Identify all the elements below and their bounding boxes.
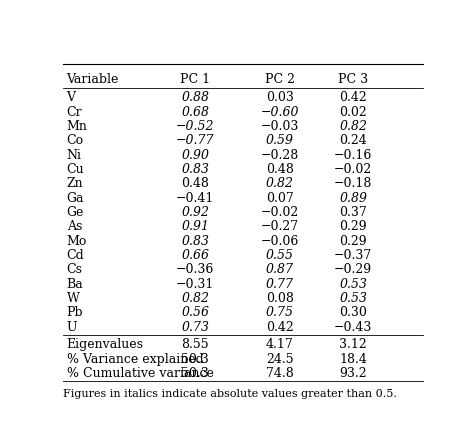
Text: −0.60: −0.60 (260, 106, 299, 118)
Text: −0.03: −0.03 (261, 120, 299, 133)
Text: 0.90: 0.90 (181, 148, 209, 162)
Text: PC 1: PC 1 (180, 73, 210, 86)
Text: 0.87: 0.87 (265, 263, 294, 276)
Text: 0.29: 0.29 (339, 235, 367, 247)
Text: W: W (66, 292, 80, 305)
Text: As: As (66, 220, 82, 233)
Text: 0.53: 0.53 (339, 292, 367, 305)
Text: 0.07: 0.07 (266, 192, 293, 205)
Text: 0.66: 0.66 (181, 249, 209, 262)
Text: PC 3: PC 3 (338, 73, 368, 86)
Text: −0.36: −0.36 (176, 263, 214, 276)
Text: −0.18: −0.18 (334, 177, 372, 190)
Text: Cs: Cs (66, 263, 82, 276)
Text: 0.08: 0.08 (266, 292, 293, 305)
Text: 0.48: 0.48 (181, 177, 209, 190)
Text: 0.37: 0.37 (339, 206, 367, 219)
Text: 0.92: 0.92 (181, 206, 209, 219)
Text: Ni: Ni (66, 148, 82, 162)
Text: −0.41: −0.41 (176, 192, 214, 205)
Text: 0.75: 0.75 (265, 306, 294, 319)
Text: −0.06: −0.06 (261, 235, 299, 247)
Text: 0.82: 0.82 (265, 177, 294, 190)
Text: 0.24: 0.24 (339, 134, 367, 147)
Text: −0.28: −0.28 (261, 148, 299, 162)
Text: Eigenvalues: Eigenvalues (66, 338, 144, 352)
Text: 0.73: 0.73 (181, 321, 209, 334)
Text: Figures in italics indicate absolute values greater than 0.5.: Figures in italics indicate absolute val… (63, 389, 397, 399)
Text: 0.83: 0.83 (181, 163, 209, 176)
Text: Ge: Ge (66, 206, 84, 219)
Text: 0.59: 0.59 (265, 134, 294, 147)
Text: −0.43: −0.43 (334, 321, 372, 334)
Text: 50.3: 50.3 (181, 353, 209, 366)
Text: 0.82: 0.82 (339, 120, 367, 133)
Text: −0.16: −0.16 (334, 148, 372, 162)
Text: Ba: Ba (66, 277, 83, 291)
Text: 0.53: 0.53 (339, 277, 367, 291)
Text: −0.02: −0.02 (334, 163, 372, 176)
Text: 0.83: 0.83 (181, 235, 209, 247)
Text: Ga: Ga (66, 192, 84, 205)
Text: 0.68: 0.68 (181, 106, 209, 118)
Text: 18.4: 18.4 (339, 353, 367, 366)
Text: V: V (66, 91, 75, 104)
Text: 0.56: 0.56 (181, 306, 209, 319)
Text: PC 2: PC 2 (264, 73, 295, 86)
Text: Mo: Mo (66, 235, 87, 247)
Text: −0.77: −0.77 (176, 134, 214, 147)
Text: 0.03: 0.03 (266, 91, 293, 104)
Text: −0.02: −0.02 (261, 206, 299, 219)
Text: 0.29: 0.29 (339, 220, 367, 233)
Text: 0.55: 0.55 (265, 249, 294, 262)
Text: U: U (66, 321, 77, 334)
Text: −0.37: −0.37 (334, 249, 372, 262)
Text: 0.42: 0.42 (266, 321, 293, 334)
Text: Co: Co (66, 134, 84, 147)
Text: 0.82: 0.82 (181, 292, 209, 305)
Text: 50.3: 50.3 (181, 367, 209, 380)
Text: Cu: Cu (66, 163, 84, 176)
Text: % Variance explained: % Variance explained (66, 353, 203, 366)
Text: 4.17: 4.17 (266, 338, 293, 352)
Text: 3.12: 3.12 (339, 338, 367, 352)
Text: 0.89: 0.89 (339, 192, 367, 205)
Text: 0.30: 0.30 (339, 306, 367, 319)
Text: 0.77: 0.77 (265, 277, 294, 291)
Text: Cd: Cd (66, 249, 84, 262)
Text: 0.91: 0.91 (181, 220, 209, 233)
Text: 0.02: 0.02 (339, 106, 367, 118)
Text: 74.8: 74.8 (266, 367, 293, 380)
Text: Cr: Cr (66, 106, 82, 118)
Text: Zn: Zn (66, 177, 83, 190)
Text: −0.52: −0.52 (176, 120, 214, 133)
Text: −0.27: −0.27 (261, 220, 299, 233)
Text: 24.5: 24.5 (266, 353, 293, 366)
Text: 93.2: 93.2 (339, 367, 367, 380)
Text: 0.48: 0.48 (266, 163, 293, 176)
Text: 8.55: 8.55 (182, 338, 209, 352)
Text: −0.31: −0.31 (176, 277, 214, 291)
Text: % Cumulative variance: % Cumulative variance (66, 367, 213, 380)
Text: 0.42: 0.42 (339, 91, 367, 104)
Text: −0.29: −0.29 (334, 263, 372, 276)
Text: Mn: Mn (66, 120, 88, 133)
Text: 0.88: 0.88 (181, 91, 209, 104)
Text: Pb: Pb (66, 306, 83, 319)
Text: Variable: Variable (66, 73, 119, 86)
